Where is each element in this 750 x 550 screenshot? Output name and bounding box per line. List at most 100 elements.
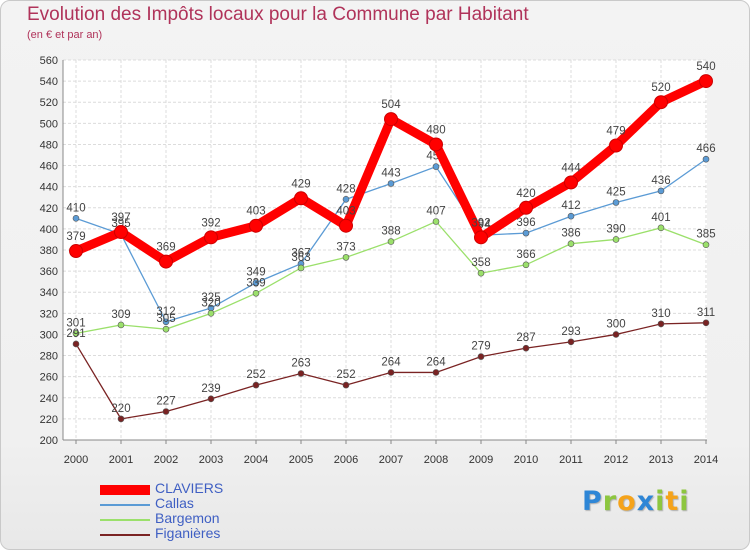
series-bargemon: 301 309 305 320 339 363 373 388 407 358 366 386 390 4… xyxy=(66,206,716,337)
data-label: 325 xyxy=(201,292,220,304)
data-point xyxy=(522,344,530,352)
data-point xyxy=(204,230,218,245)
data-label: 366 xyxy=(516,249,535,261)
data-point xyxy=(117,415,125,423)
proxiti-logo: Proxiti xyxy=(582,486,690,517)
series-figanieres: 291 220 227 239 252 263 252 264 264 279 287 293 300 3… xyxy=(66,307,715,423)
data-point xyxy=(117,321,125,329)
data-point xyxy=(72,215,80,222)
logo-letter: o xyxy=(617,486,637,517)
data-label: 239 xyxy=(201,383,220,395)
legend-item: Bargemon xyxy=(100,510,300,527)
data-point xyxy=(432,218,440,225)
y-tick-label: 520 xyxy=(40,97,58,109)
x-tick-label: 2001 xyxy=(109,454,133,466)
data-label: 220 xyxy=(111,403,130,415)
data-label: 403 xyxy=(336,206,355,218)
data-point xyxy=(657,187,665,195)
data-label: 279 xyxy=(471,341,490,353)
legend-swatch xyxy=(100,534,150,536)
y-tick-label: 400 xyxy=(40,224,58,236)
data-point xyxy=(699,74,713,89)
data-label: 373 xyxy=(336,241,355,253)
data-label: 480 xyxy=(426,124,445,136)
logo-letter: r xyxy=(602,486,618,517)
data-label: 420 xyxy=(516,188,535,200)
legend-item: Callas xyxy=(100,495,300,512)
x-tick-label: 2007 xyxy=(379,454,403,466)
data-label: 429 xyxy=(291,178,310,190)
data-point xyxy=(567,240,575,247)
logo-letter: i xyxy=(655,486,666,517)
data-label: 263 xyxy=(291,358,310,370)
logo-letter: t xyxy=(665,486,680,517)
data-label: 412 xyxy=(561,200,580,212)
data-label: 403 xyxy=(246,206,265,218)
data-point xyxy=(162,318,170,326)
data-point xyxy=(609,138,623,153)
legend-label: Figanières xyxy=(155,525,221,541)
data-label: 479 xyxy=(606,126,625,138)
y-tick-label: 260 xyxy=(40,372,58,384)
data-label: 301 xyxy=(66,317,85,329)
data-label: 369 xyxy=(156,242,175,254)
data-label: 312 xyxy=(156,306,175,318)
data-label: 443 xyxy=(381,168,400,180)
data-label: 386 xyxy=(561,228,580,240)
data-point xyxy=(384,112,398,127)
y-tick-label: 360 xyxy=(40,266,58,278)
data-label: 540 xyxy=(696,61,715,73)
y-tick-label: 380 xyxy=(40,245,58,257)
data-point xyxy=(297,264,305,272)
data-label: 252 xyxy=(246,369,265,381)
data-point xyxy=(252,279,260,287)
data-label: 264 xyxy=(426,356,446,368)
data-label: 401 xyxy=(651,212,670,224)
data-point xyxy=(567,338,575,346)
data-point xyxy=(432,163,440,170)
data-point xyxy=(72,340,80,348)
data-label: 428 xyxy=(336,183,355,195)
data-label: 410 xyxy=(66,202,85,214)
y-tick-label: 540 xyxy=(40,76,58,88)
data-point xyxy=(339,218,353,233)
data-label: 466 xyxy=(696,143,715,155)
data-label: 264 xyxy=(381,356,401,368)
data-label: 444 xyxy=(561,162,581,174)
data-label: 310 xyxy=(651,308,670,320)
y-tick-label: 220 xyxy=(40,414,58,426)
data-point xyxy=(249,218,263,233)
y-tick-label: 280 xyxy=(40,351,58,363)
legend-label: Callas xyxy=(155,495,194,511)
y-tick-label: 500 xyxy=(40,118,58,130)
data-point xyxy=(297,370,305,377)
x-tick-label: 2005 xyxy=(289,454,313,466)
data-point xyxy=(522,229,530,237)
data-point xyxy=(477,269,485,277)
legend-swatch xyxy=(100,519,150,521)
data-point xyxy=(702,319,710,327)
data-point xyxy=(69,244,83,259)
legend-label: Bargemon xyxy=(155,510,220,526)
data-point xyxy=(702,155,710,163)
data-label: 396 xyxy=(516,217,535,229)
logo-letter: x xyxy=(636,486,656,517)
data-point xyxy=(477,353,485,360)
data-point xyxy=(252,381,260,389)
data-point xyxy=(612,199,620,206)
logo-letter: P xyxy=(582,486,603,517)
data-point xyxy=(207,310,215,317)
data-label: 385 xyxy=(696,229,715,241)
data-label: 349 xyxy=(246,267,265,279)
data-point xyxy=(342,196,350,203)
data-label: 252 xyxy=(336,369,355,381)
data-point xyxy=(654,95,668,110)
data-label: 309 xyxy=(111,309,130,321)
data-point xyxy=(612,236,620,243)
x-tick-label: 2006 xyxy=(334,454,358,466)
data-point xyxy=(162,408,170,415)
x-tick-label: 2008 xyxy=(424,454,448,466)
data-point xyxy=(387,369,395,376)
data-point xyxy=(294,191,308,206)
